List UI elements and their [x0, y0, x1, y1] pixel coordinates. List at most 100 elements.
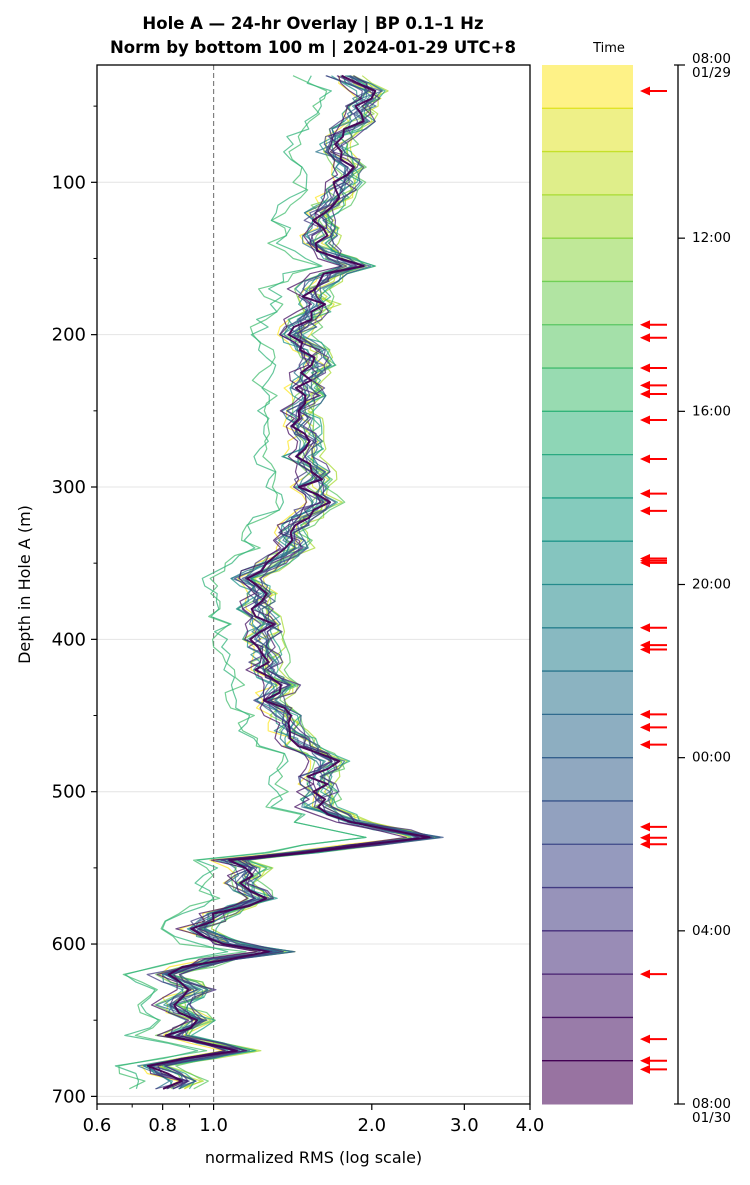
colorbar-band	[542, 151, 633, 196]
colorbar-band	[542, 368, 633, 412]
time-arrow-head	[640, 86, 650, 96]
time-arrow	[640, 389, 667, 399]
series-line	[143, 75, 432, 1090]
time-arrow-head	[640, 489, 650, 499]
series-line	[146, 74, 431, 1090]
colorbar-band	[542, 281, 633, 326]
time-tick-label: 01/30	[692, 1110, 731, 1126]
chart-title-line: Hole A — 24-hr Overlay | BP 0.1–1 Hz	[142, 14, 483, 34]
series-line	[147, 75, 434, 1090]
plot-frame	[96, 64, 531, 1105]
time-arrow	[640, 363, 667, 373]
time-arrow-head	[640, 1056, 650, 1066]
time-arrow-head	[640, 506, 650, 516]
time-arrow-head	[640, 333, 650, 343]
time-arrow	[640, 1056, 667, 1066]
time-arrow-head	[640, 644, 650, 654]
colorbar-band	[542, 194, 633, 239]
colorbar-label: Time	[592, 41, 625, 56]
series-line	[164, 75, 432, 1090]
time-arrow-head	[640, 822, 650, 832]
time-arrow-head	[640, 389, 650, 399]
time-arrow-head	[640, 380, 650, 390]
time-arrow	[640, 454, 667, 464]
time-arrow-head	[640, 722, 650, 732]
y-tick-label: 500	[52, 782, 86, 803]
time-tick-label: 00:00	[692, 750, 731, 766]
time-arrow	[640, 558, 667, 568]
colorbar-band	[542, 324, 633, 369]
x-tick-label: 0.6	[83, 1115, 112, 1136]
time-arrow	[640, 822, 667, 832]
time-arrow-head	[640, 833, 650, 843]
colorbar-band	[542, 411, 633, 456]
series-line	[147, 75, 419, 1090]
time-arrow	[640, 623, 667, 633]
x-tick-label: 1.0	[199, 1115, 228, 1136]
colorbar-band	[542, 1060, 633, 1105]
y-tick-label: 200	[52, 325, 86, 346]
series-line	[150, 75, 440, 1090]
x-axis-label: normalized RMS (log scale)	[205, 1148, 422, 1167]
y-tick-label: 300	[52, 477, 86, 498]
time-arrow	[640, 740, 667, 750]
colorbar-band	[542, 584, 633, 629]
time-arrow	[640, 833, 667, 843]
time-arrow	[640, 969, 667, 979]
x-tick-label: 4.0	[516, 1115, 545, 1136]
y-axis-label: Depth in Hole A (m)	[15, 505, 34, 664]
time-arrow-head	[640, 558, 650, 568]
y-tick-label: 700	[52, 1086, 86, 1107]
time-arrow-head	[640, 839, 650, 849]
time-arrow-head	[640, 623, 650, 633]
time-arrow	[640, 320, 667, 330]
colorbar-band	[542, 887, 633, 932]
series-line	[152, 75, 444, 1090]
colorbar-band	[542, 1017, 633, 1062]
time-arrow-head	[640, 1034, 650, 1044]
time-tick-label: 08:00	[692, 1096, 731, 1112]
time-tick-label: 12:00	[692, 230, 731, 246]
y-tick-label: 100	[52, 172, 86, 193]
time-tick-label: 04:00	[692, 923, 731, 939]
time-tick-label: 08:00	[692, 51, 731, 67]
colorbar-band	[542, 671, 633, 715]
time-arrow	[640, 644, 667, 654]
time-arrow	[640, 1064, 667, 1074]
colorbar-band	[542, 714, 633, 759]
colorbar-band	[542, 757, 633, 802]
time-arrow	[640, 709, 667, 719]
time-arrow-head	[640, 363, 650, 373]
colorbar-band	[542, 238, 633, 282]
series-line	[148, 75, 407, 1090]
colorbar-band	[542, 108, 633, 153]
series-line	[149, 75, 412, 1090]
time-arrow	[640, 415, 667, 425]
time-arrow	[640, 506, 667, 516]
time-arrow-head	[640, 1064, 650, 1074]
series-line	[141, 75, 412, 1090]
time-arrow-head	[640, 740, 650, 750]
chart-title-line: Norm by bottom 100 m | 2024-01-29 UTC+8	[110, 38, 516, 58]
time-arrow	[640, 722, 667, 732]
colorbar-band	[542, 65, 633, 109]
chart-title: Hole A — 24-hr Overlay | BP 0.1–1 Hz Norm…	[110, 14, 516, 58]
series-group	[114, 74, 444, 1090]
x-tick-label: 0.8	[148, 1115, 177, 1136]
time-arrow-head	[640, 415, 650, 425]
colorbar-band	[542, 497, 633, 542]
y-tick-label: 400	[52, 629, 86, 650]
time-arrow	[640, 380, 667, 390]
colorbar-band	[542, 930, 633, 975]
time-arrow-head	[640, 454, 650, 464]
time-arrow	[640, 333, 667, 343]
colorbar-band	[542, 627, 633, 672]
y-tick-label: 600	[52, 934, 86, 955]
colorbar-band	[542, 800, 633, 845]
series-line	[137, 75, 421, 1090]
time-arrow	[640, 489, 667, 499]
colorbar-band	[542, 454, 633, 499]
series-line	[114, 75, 367, 1089]
